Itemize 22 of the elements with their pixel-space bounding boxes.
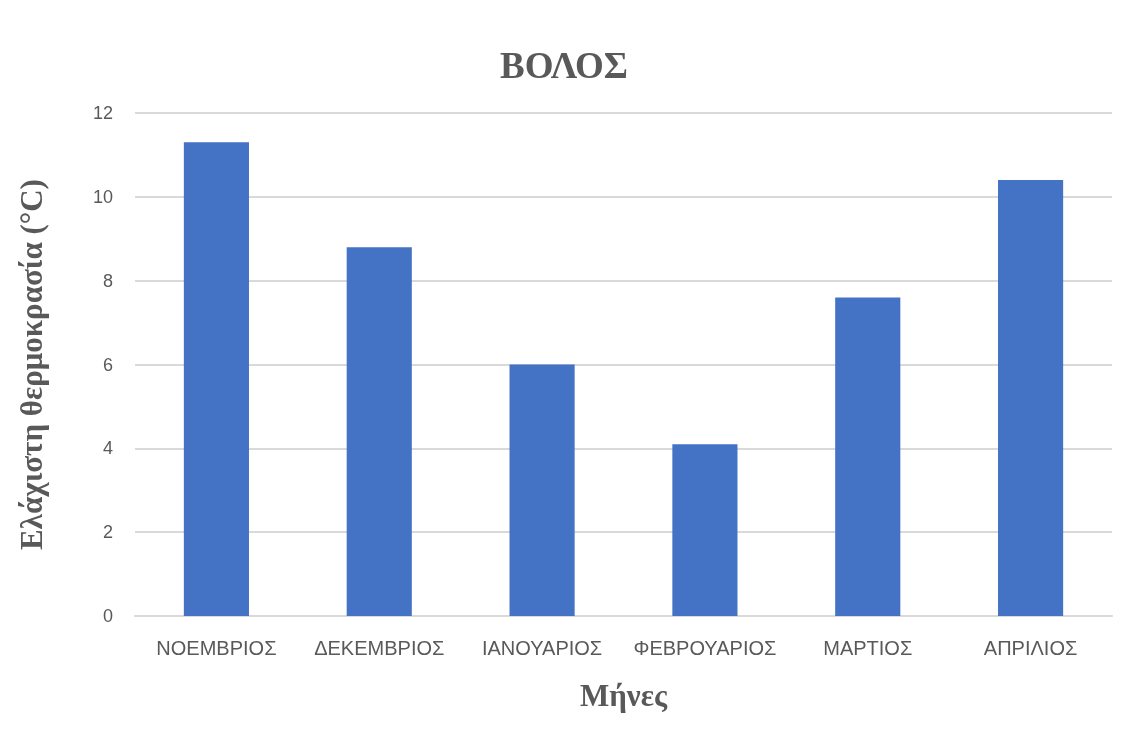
x-tick-label: ΔΕΚΕΜΒΡΙΟΣ <box>314 637 445 659</box>
y-tick-label: 10 <box>92 186 113 207</box>
y-tick-label: 8 <box>102 270 113 291</box>
y-tick-label: 12 <box>92 103 113 123</box>
y-axis-title: Ελάχιστη θερμοκρασία (°C) <box>14 179 49 550</box>
x-tick-label: ΝΟΕΜΒΡΙΟΣ <box>156 637 277 659</box>
bar <box>835 297 901 616</box>
x-tick-label: ΙΑΝΟΥΑΡΙΟΣ <box>481 637 603 659</box>
y-tick-label: 4 <box>102 438 113 459</box>
y-tick-label: 6 <box>102 354 113 375</box>
bar <box>183 142 249 616</box>
x-axis-title: Μήνες <box>579 678 668 713</box>
bar <box>509 364 575 616</box>
y-tick-label: 0 <box>102 606 113 626</box>
y-tick-label: 2 <box>102 522 113 543</box>
x-tick-label: ΑΠΡΙΛΙΟΣ <box>983 637 1078 659</box>
bar <box>998 180 1064 616</box>
x-tick-label: ΦΕΒΡΟΥΑΡΙΟΣ <box>633 637 777 659</box>
x-tick-label: ΜΑΡΤΙΟΣ <box>823 637 913 659</box>
bar <box>346 247 412 616</box>
bar <box>672 444 738 616</box>
chart-title: ΒΟΛΟΣ <box>499 45 629 86</box>
